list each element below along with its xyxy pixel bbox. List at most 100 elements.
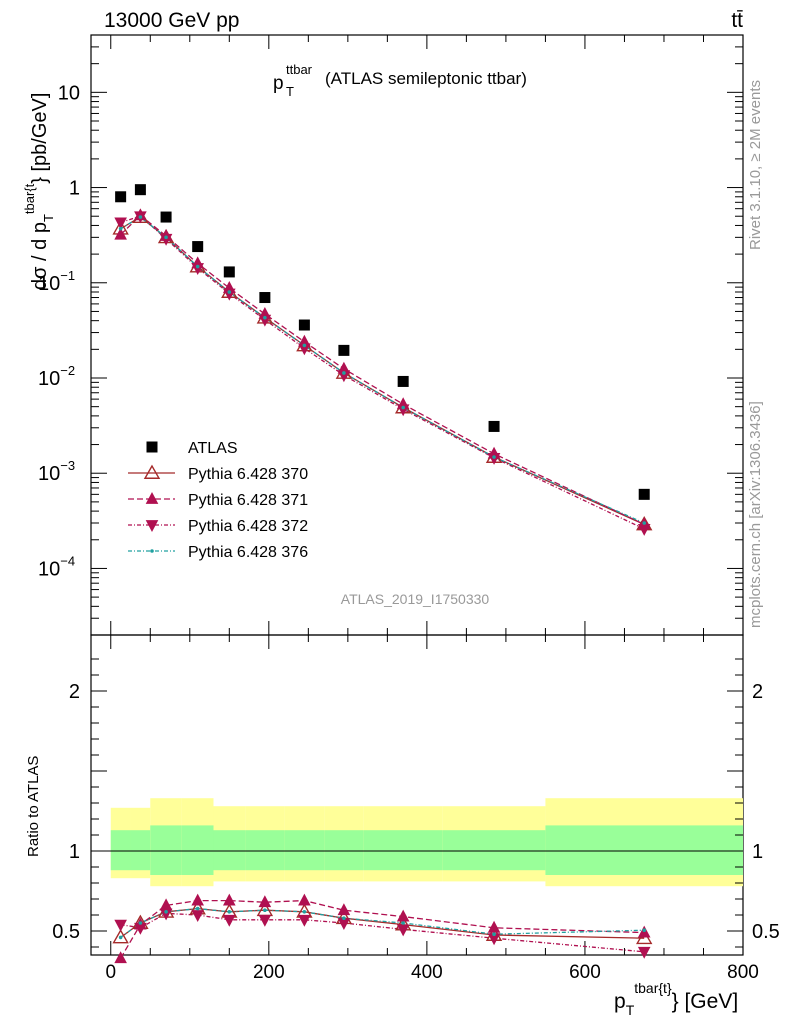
x-tick-label: 600 xyxy=(569,962,601,983)
y-tick-label-lower-right: 2 xyxy=(752,681,763,703)
band-green xyxy=(363,830,443,871)
marker-dot xyxy=(195,264,200,269)
uncertainty-bands xyxy=(91,798,743,887)
chart-title-p: p xyxy=(273,73,284,94)
marker-dot xyxy=(227,290,232,294)
y-axis-label-lower: Ratio to ATLAS xyxy=(25,756,42,857)
marker-square xyxy=(638,488,650,500)
marker-triangle-up xyxy=(114,227,127,240)
series-line-lower xyxy=(120,907,645,938)
marker-dot xyxy=(150,549,154,553)
tick-exponent: −3 xyxy=(60,458,75,473)
band-green xyxy=(213,830,246,871)
marker-dot xyxy=(302,343,307,348)
band-green xyxy=(110,830,131,871)
series-line-lower xyxy=(120,912,645,953)
series-markers xyxy=(112,184,653,964)
ylabel-upper-sub: T xyxy=(41,214,56,222)
y-tick-label-upper: 10−3 xyxy=(38,458,75,485)
marker-dot xyxy=(401,405,405,410)
y-axis-label-upper: dσ / d pTtbar{t} [pb/GeV] xyxy=(22,93,56,290)
marker-dot xyxy=(492,932,496,936)
marker-square xyxy=(115,191,127,203)
marker-square xyxy=(298,319,310,331)
marker-dot xyxy=(342,371,346,375)
analysis-label: ATLAS_2019_I1750330 xyxy=(341,591,490,607)
xlabel-a: p xyxy=(614,990,626,1013)
marker-triangle-up xyxy=(159,898,173,911)
marker-dot xyxy=(263,315,267,320)
x-tick-label: 200 xyxy=(253,962,285,983)
marker-dot xyxy=(401,921,405,925)
marker-dot xyxy=(138,921,143,925)
legend-label: ATLAS xyxy=(188,440,238,457)
marker-triangle-down xyxy=(258,314,272,327)
rivet-text: Rivet 3.1.10, ≥ 2M events xyxy=(747,80,764,250)
chart-title-rest: (ATLAS semileptonic ttbar) xyxy=(325,69,527,88)
marker-triangle-down xyxy=(114,217,127,230)
marker-triangle-up xyxy=(487,920,501,933)
x-tick-label: 800 xyxy=(727,962,759,983)
mcplots-label: mcplots.cern.ch [arXiv:1306.3436] xyxy=(747,401,764,628)
xlabel-sup: tbar{t} xyxy=(634,980,672,996)
marker-triangle-down xyxy=(337,370,351,383)
marker-triangle-down xyxy=(637,946,651,959)
marker-triangle-down xyxy=(396,924,410,937)
y-tick-label-upper: 10 xyxy=(58,82,80,104)
xlabel-b: } [GeV] xyxy=(672,990,739,1013)
lower-panel-frame xyxy=(90,634,744,956)
marker-triangle-down xyxy=(223,914,236,927)
marker-triangle-down xyxy=(298,343,311,356)
chart-title-superscript: ttbar xyxy=(286,62,313,77)
y-tick-label-upper: 10−2 xyxy=(38,363,75,390)
band-green xyxy=(150,825,182,875)
marker-square xyxy=(192,241,204,253)
marker-triangle-down xyxy=(114,919,127,932)
y-tick-label-upper: 1 xyxy=(69,178,80,200)
band-green xyxy=(442,830,546,871)
marker-square xyxy=(134,184,146,196)
marker-triangle-down xyxy=(134,922,147,935)
band-green xyxy=(245,830,285,871)
marker-triangle-down xyxy=(145,520,159,532)
marker-triangle-up xyxy=(258,895,272,908)
x-tick-label: 0 xyxy=(105,962,116,983)
marker-triangle-up xyxy=(298,893,311,906)
marker-square xyxy=(223,266,235,278)
band-green xyxy=(545,825,743,875)
marker-triangle-down xyxy=(159,233,173,246)
marker-triangle-up xyxy=(223,893,236,906)
mcplots-text: mcplots.cern.ch [arXiv:1306.3436] xyxy=(747,401,764,628)
series-line-upper xyxy=(120,214,645,525)
marker-triangle-down xyxy=(487,452,501,465)
marker-triangle-up xyxy=(191,893,204,906)
marker-dot xyxy=(342,916,346,920)
legend-label: Pythia 6.428 371 xyxy=(188,492,308,509)
band-green xyxy=(284,830,325,871)
marker-dot xyxy=(118,226,123,231)
marker-triangle-down xyxy=(337,918,351,930)
x-tick-label: 400 xyxy=(411,962,443,983)
header-right: tt̄ xyxy=(731,9,743,32)
ylabel-upper-sup: tbar{t xyxy=(22,183,37,214)
marker-dot xyxy=(642,521,647,525)
marker-dot xyxy=(263,908,267,912)
marker-dot xyxy=(195,906,200,911)
marker-square xyxy=(397,375,409,387)
band-green xyxy=(181,825,214,875)
marker-triangle-down xyxy=(258,914,272,927)
marker-triangle-down xyxy=(191,263,204,275)
legend-label: Pythia 6.428 372 xyxy=(188,518,308,535)
marker-dot xyxy=(164,910,168,914)
marker-square xyxy=(488,420,500,432)
marker-triangle-up xyxy=(337,903,351,916)
marker-triangle-up xyxy=(114,951,127,964)
marker-triangle-down xyxy=(191,910,204,922)
y-tick-label-lower: 0.5 xyxy=(52,921,80,943)
marker-triangle-down xyxy=(487,933,501,946)
marker-dot xyxy=(492,455,496,459)
marker-triangle-down xyxy=(396,404,410,417)
marker-square xyxy=(160,211,172,223)
marker-triangle-open xyxy=(112,928,129,944)
